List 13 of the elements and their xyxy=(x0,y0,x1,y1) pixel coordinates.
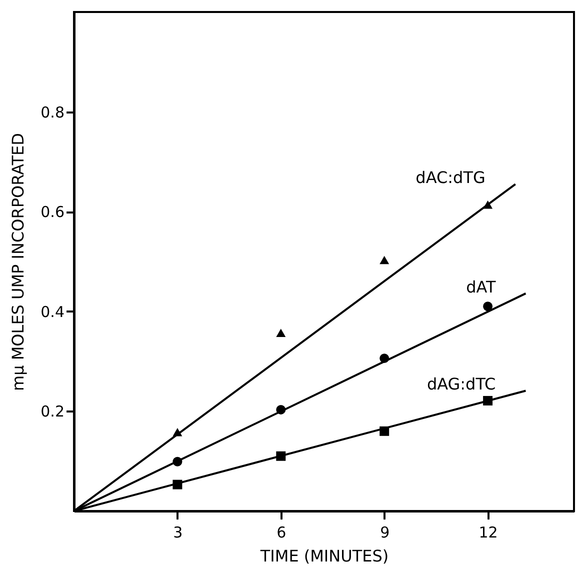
x-tick-label: 6 xyxy=(276,524,286,542)
x-axis-title: TIME (MINUTES) xyxy=(259,546,389,566)
y-tick-label: 0.2 xyxy=(40,402,64,421)
series-label: dAG:dTC xyxy=(426,374,496,394)
series-label: dAT xyxy=(466,277,496,296)
y-tick-label: 0.8 xyxy=(40,103,64,122)
y-tick-label: 0.6 xyxy=(40,203,64,222)
x-tick-label: 9 xyxy=(380,524,390,542)
series-label: dAC:dTG xyxy=(416,168,486,188)
x-tick-label: 12 xyxy=(478,524,498,542)
x-tick-label: 3 xyxy=(173,524,183,542)
y-tick-label: 0.4 xyxy=(40,302,64,321)
y-axis-title: mμ MOLES UMP INCORPORATED xyxy=(8,133,28,391)
